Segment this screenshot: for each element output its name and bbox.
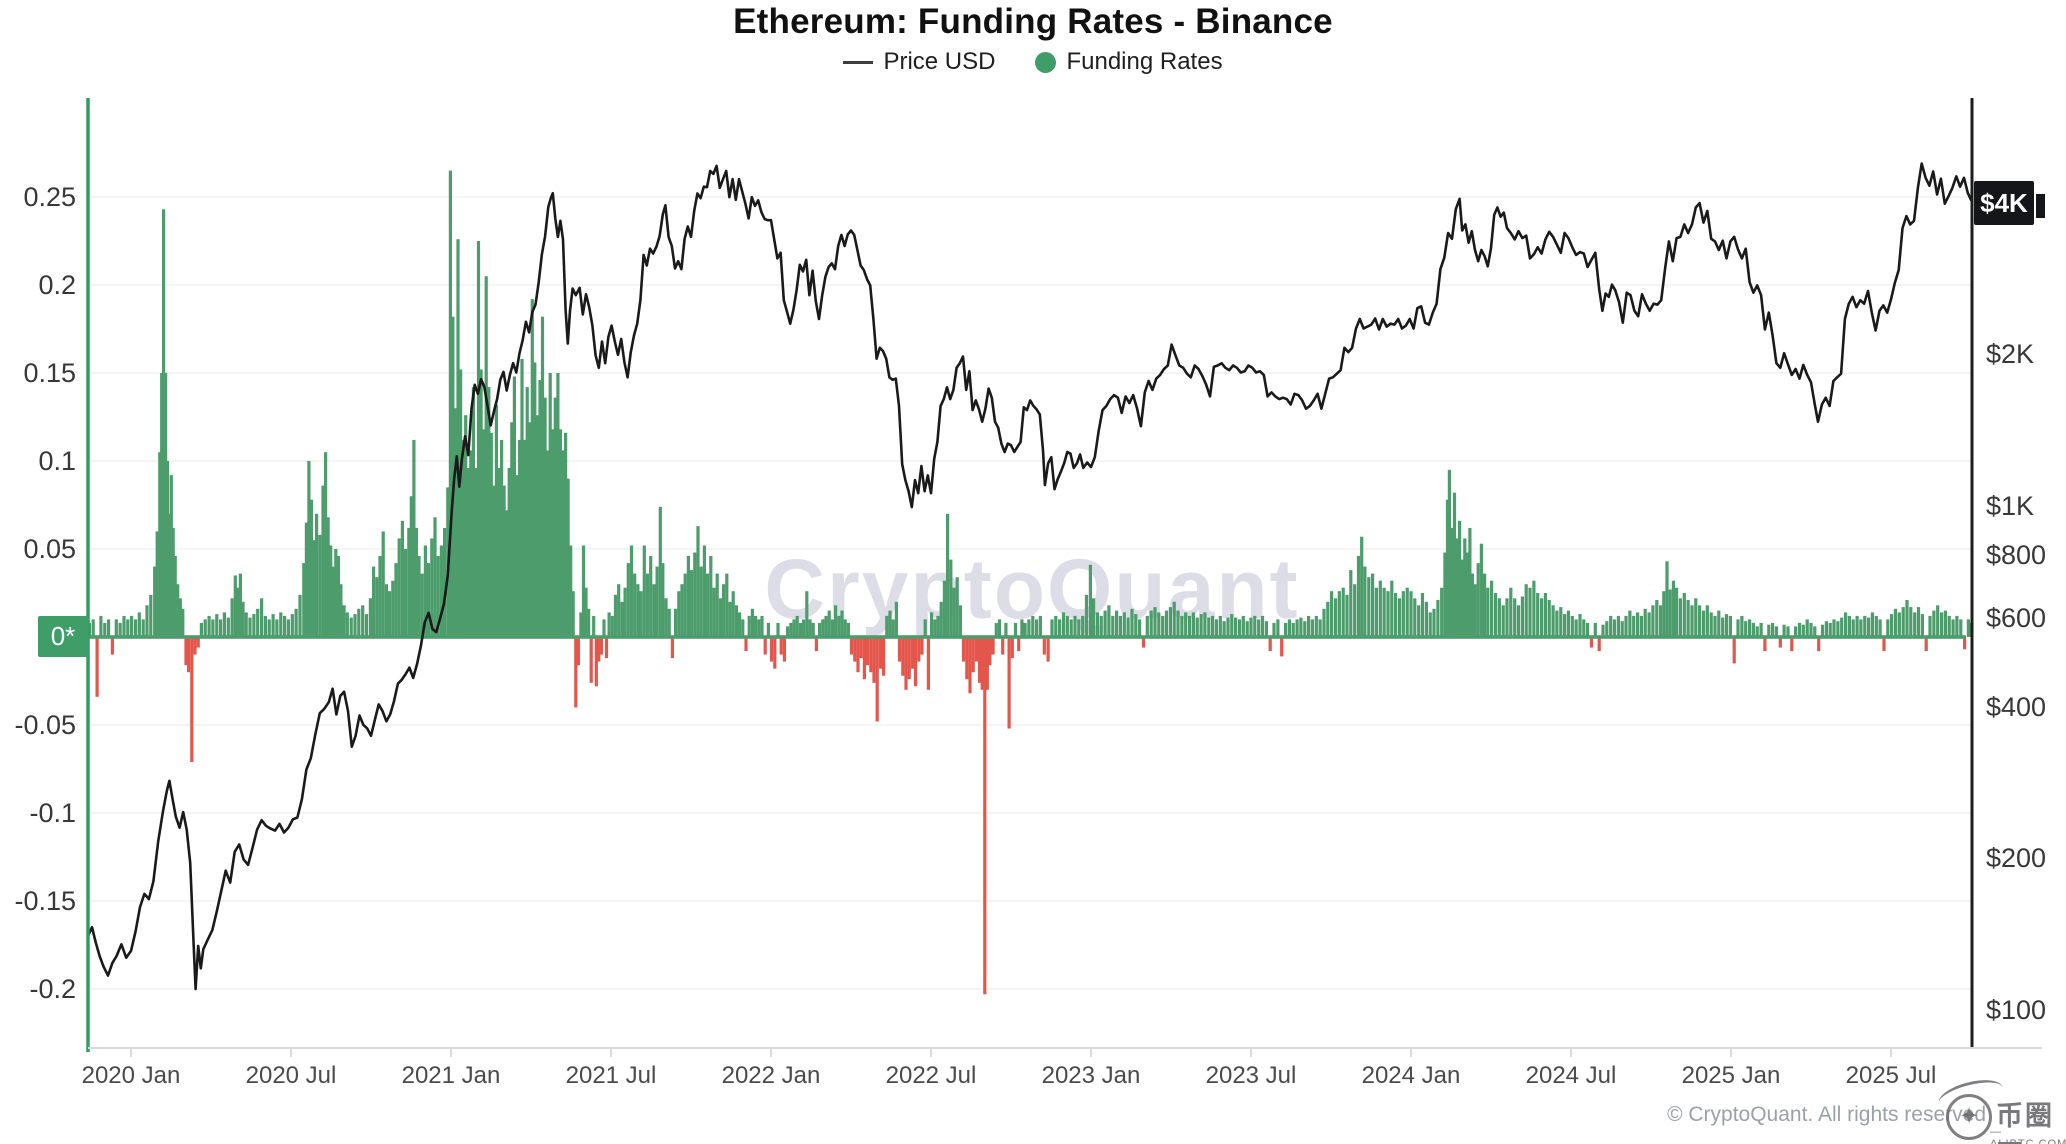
price-badge-nub xyxy=(2036,194,2045,218)
left-axis-tick: 0.1 xyxy=(38,446,76,476)
price-line-swatch-icon xyxy=(843,60,874,64)
logo-text: 币圈网 xyxy=(1996,1101,2054,1144)
x-axis-tick: 2021 Jan xyxy=(401,1062,501,1089)
x-axis-tick: 2024 Jan xyxy=(1361,1062,1461,1089)
left-axis-tick: 0.05 xyxy=(23,534,76,564)
copyright-attribution: © CryptoQuant. All rights reserved xyxy=(1667,1103,1986,1126)
x-axis-tick: 2020 Jan xyxy=(81,1062,181,1089)
right-axis-tick: $400 xyxy=(1986,691,2047,722)
axes xyxy=(86,98,2042,1057)
left-axis-tick: 0.15 xyxy=(23,358,76,388)
right-axis-tick: $100 xyxy=(1986,995,2047,1025)
right-axis-tick: $2K xyxy=(1986,339,2035,370)
x-axis-tick: 2023 Jul xyxy=(1205,1062,1297,1089)
funding-rate-bars xyxy=(88,170,1974,995)
left-axis-tick: -0.05 xyxy=(14,710,76,740)
site-logo-watermark: ✦ 币圈网 —ALIBTC.COM— xyxy=(1935,1074,2066,1144)
legend-item-price[interactable]: Price USD xyxy=(843,48,995,76)
x-axis-tick: 2024 Jul xyxy=(1525,1062,1617,1089)
x-axis-tick: 2023 Jan xyxy=(1041,1062,1141,1089)
x-axis-tick: 2022 Jan xyxy=(721,1062,821,1089)
right-axis-tick: $1K xyxy=(1986,491,2035,521)
right-axis-tick: $600 xyxy=(1986,602,2047,633)
right-axis-tick: $800 xyxy=(1986,539,2047,570)
current-price-badge: $4K xyxy=(1974,180,2034,225)
x-axis-tick: 2025 Jul xyxy=(1845,1062,1937,1089)
left-axis-tick: 0.25 xyxy=(23,182,76,212)
x-axis-tick: 2025 Jan xyxy=(1681,1062,1781,1089)
legend-funding-label: Funding Rates xyxy=(1066,48,1223,75)
left-axis-tick: -0.15 xyxy=(14,886,76,916)
logo-circle-star-icon: ✦ xyxy=(1946,1094,1992,1140)
x-axis-tick: 2020 Jul xyxy=(245,1062,337,1089)
legend-price-label: Price USD xyxy=(883,48,996,75)
right-axis-tick: $200 xyxy=(1986,843,2047,874)
page-title: Ethereum: Funding Rates - Binance xyxy=(733,2,1333,41)
left-axis-tick: 0.2 xyxy=(38,270,76,300)
left-axis-tick: -0.1 xyxy=(29,798,76,828)
price-line xyxy=(88,162,1973,991)
logo-subtext: —ALIBTC.COM— xyxy=(1990,1126,2066,1144)
legend-item-funding[interactable]: Funding Rates xyxy=(1035,48,1223,76)
x-axis-tick: 2021 Jul xyxy=(565,1062,657,1089)
zero-axis-badge: 0* xyxy=(38,616,88,657)
left-axis-tick: -0.2 xyxy=(29,974,76,1004)
funding-dot-swatch-icon xyxy=(1035,51,1057,73)
legend: Price USD Funding Rates xyxy=(0,48,2066,76)
x-axis-tick: 2022 Jul xyxy=(885,1062,977,1089)
